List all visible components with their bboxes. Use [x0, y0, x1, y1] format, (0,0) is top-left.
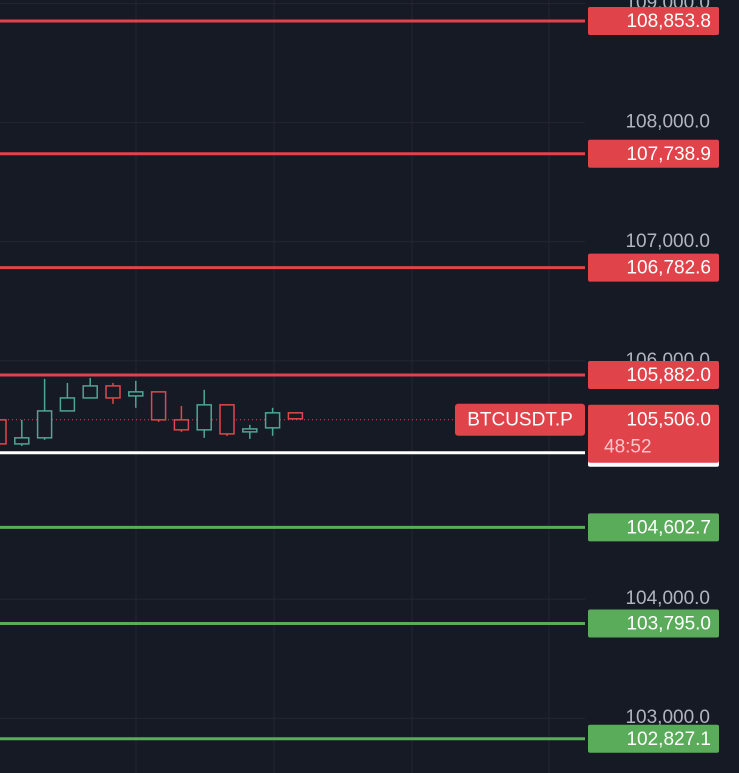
candle-body — [14, 437, 30, 445]
candle-body — [242, 428, 258, 433]
candle-body — [264, 412, 281, 429]
price-level-label: 107,738.9 — [626, 144, 711, 165]
candle-body — [82, 385, 98, 399]
price-level-tag — [588, 253, 719, 282]
price-level-label: 104,602.7 — [626, 517, 711, 538]
candle-body — [36, 410, 53, 439]
price-level-label: 108,853.8 — [626, 11, 711, 32]
price-level-tag — [588, 6, 719, 35]
last-price-label: 105,506.0 — [626, 410, 711, 431]
price-level-label: 102,827.1 — [626, 729, 711, 750]
price-level-tag — [588, 139, 719, 168]
candle-body — [105, 385, 121, 399]
price-level-tag — [588, 724, 719, 753]
candle-body — [287, 412, 304, 420]
y-tick-label: 103,000.0 — [625, 707, 710, 728]
vertical-grid — [135, 0, 550, 773]
price-level-label: 105,882.0 — [626, 365, 711, 386]
candle-body — [196, 404, 212, 431]
countdown-label: 48:52 — [604, 437, 652, 458]
candle-body — [128, 391, 144, 397]
candle-body — [173, 419, 190, 431]
price-level-label: 106,782.6 — [626, 258, 711, 279]
symbol-label: BTCUSDT.P — [467, 410, 573, 431]
candle-body — [219, 404, 235, 435]
candle-body — [59, 397, 76, 412]
candle-body — [0, 419, 7, 445]
candle-body — [150, 391, 167, 421]
y-tick-label: 108,000.0 — [625, 112, 710, 133]
last-price-tag — [588, 404, 719, 463]
price-level-tag — [588, 513, 719, 542]
price-level-tag — [588, 360, 719, 389]
y-tick-label: 107,000.0 — [625, 231, 710, 252]
price-level-tag — [588, 609, 719, 638]
price-level-label: 103,795.0 — [626, 614, 711, 635]
y-tick-label: 104,000.0 — [625, 588, 710, 609]
symbol-tag — [455, 403, 585, 436]
